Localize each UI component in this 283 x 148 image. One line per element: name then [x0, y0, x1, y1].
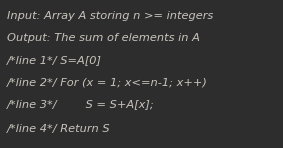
Text: /*line 1*/ S=A[0]: /*line 1*/ S=A[0] — [7, 55, 102, 65]
Text: Output: The sum of elements in A: Output: The sum of elements in A — [7, 33, 200, 43]
Text: /*line 2*/ For (x = 1; x<=n-1; x++): /*line 2*/ For (x = 1; x<=n-1; x++) — [7, 77, 208, 87]
Text: /*line 4*/ Return S: /*line 4*/ Return S — [7, 124, 111, 134]
Text: /*line 3*/        S = S+A[x];: /*line 3*/ S = S+A[x]; — [7, 99, 155, 109]
Text: Input: Array A storing n >= integers: Input: Array A storing n >= integers — [7, 11, 213, 21]
